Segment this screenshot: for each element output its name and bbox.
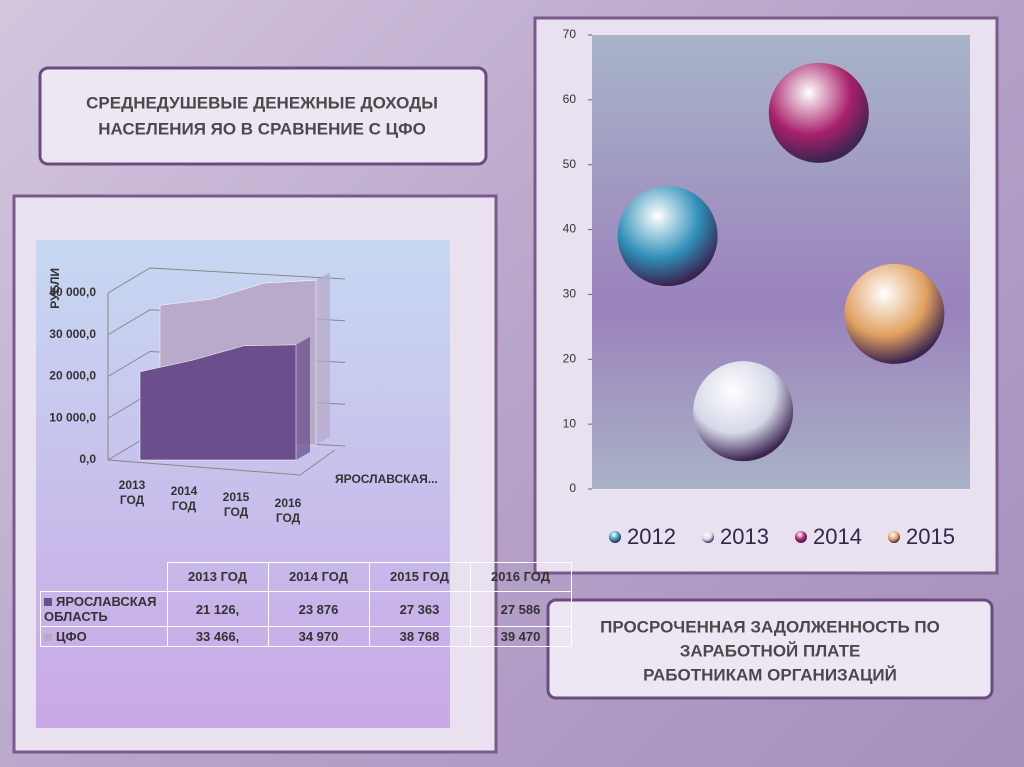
y-axis-label: РУБЛИ (48, 268, 62, 309)
depth-label: ЯРОСЛАВСКАЯ... (335, 472, 438, 486)
x-tick-label: 2013 ГОД (118, 478, 146, 507)
chart-title: СРЕДНЕДУШЕВЫЕ ДЕНЕЖНЫЕ ДОХОДЫ (86, 93, 438, 112)
bubble (768, 62, 869, 163)
x-tick-label: 2014 ГОД (170, 484, 198, 513)
legend-marker (609, 531, 621, 543)
y-tick-label: 30 000,0 (49, 327, 96, 341)
y-tick-label: 10 (563, 416, 577, 430)
y-tick-label: 20 (563, 351, 577, 365)
table-cell (41, 563, 168, 592)
grid-line (107, 267, 346, 294)
x-tick-label: 2015 ГОД (222, 490, 250, 519)
y-tick-label: 30 (563, 287, 577, 301)
bubble (844, 263, 945, 364)
table-cell: ЦФО (40, 626, 168, 647)
y-tick-label: 20 000,0 (49, 369, 96, 383)
area-side (316, 272, 330, 445)
area (139, 344, 297, 461)
bubble (693, 361, 794, 462)
y-tick-label: 40 (563, 222, 577, 236)
legend-label: ЦФО (56, 629, 87, 644)
table-cell: 21 126, (166, 591, 269, 627)
legend-label: 2015 (906, 524, 955, 549)
table-cell: 23 876 (267, 591, 370, 627)
table-cell: 27 363 (368, 591, 471, 627)
table-header: 2016 ГОД (469, 562, 572, 592)
table-row: ЯРОСЛАВСКАЯ ОБЛАСТЬ 21 126, 23 876 27 363 27… (40, 591, 572, 627)
legend-swatch (44, 633, 52, 641)
table-cell: 33 466, (166, 626, 269, 647)
table-cell: 39 470 (469, 626, 572, 647)
y-tick-label: 60 (563, 92, 577, 106)
legend-label: 2013 (720, 524, 769, 549)
table-cell: ЯРОСЛАВСКАЯ ОБЛАСТЬ (40, 591, 168, 627)
title-banner (546, 598, 994, 700)
floor (107, 449, 336, 476)
table-header: 2013 ГОД (166, 562, 269, 592)
legend-label: 2012 (627, 524, 676, 549)
legend-marker (702, 531, 714, 543)
table-cell: 34 970 (267, 626, 370, 647)
area-side (296, 336, 310, 460)
y-tick-label: 50 (563, 157, 577, 171)
legend-swatch (44, 598, 52, 606)
legend-label: 2014 (813, 524, 862, 549)
table-header: 2014 ГОД (267, 562, 370, 592)
x-tick-label: 2016 ГОД (274, 496, 302, 525)
legend-label: ЯРОСЛАВСКАЯ ОБЛАСТЬ (44, 594, 157, 624)
chart-title: НАСЕЛЕНИЯ ЯО В СРАВНЕНИЕ С ЦФО (98, 119, 426, 138)
legend-marker (795, 531, 807, 543)
chart-title: ПРОСРОЧЕННАЯ ЗАДОЛЖЕННОСТЬ ПО (600, 617, 940, 636)
table-cell: 38 768 (368, 626, 471, 647)
title-banner (38, 66, 488, 166)
y-tick-label: 0 (569, 481, 576, 495)
table-row: 2013 ГОД 2014 ГОД 2015 ГОД 2016 ГОД (41, 562, 572, 592)
y-tick-label: 70 (563, 27, 577, 41)
chart-title: ЗАРАБОТНОЙ ПЛАТЕ (680, 641, 861, 660)
y-tick-label: 0,0 (79, 452, 96, 466)
table-row: ЦФО 33 466, 34 970 38 768 39 470 (40, 626, 572, 647)
data-table: 2013 ГОД 2014 ГОД 2015 ГОД 2016 ГОД ЯРОСЛАВС… (40, 562, 572, 647)
table-header: 2015 ГОД (368, 562, 471, 592)
y-tick-label: 40 000,0 (49, 285, 96, 299)
chart-title: РАБОТНИКАМ ОРГАНИЗАЦИЙ (643, 665, 897, 684)
y-tick-label: 10 000,0 (49, 410, 96, 424)
legend-marker (888, 531, 900, 543)
table-cell: 27 586 (469, 591, 572, 627)
bubble (617, 186, 718, 287)
